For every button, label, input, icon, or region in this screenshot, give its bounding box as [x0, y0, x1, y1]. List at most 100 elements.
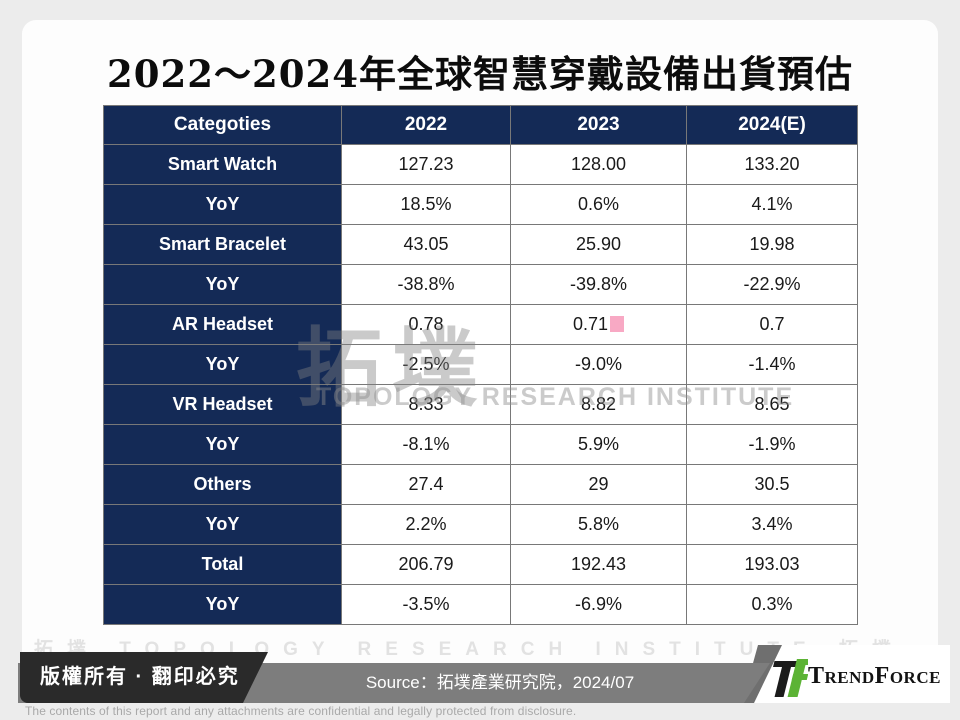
- value-cell: -9.0%: [510, 344, 687, 385]
- table-row: AR Headset 0.78 0.71 0.7: [103, 304, 858, 345]
- cell-value: 27.4: [408, 474, 444, 494]
- cell-value: 8.65: [754, 394, 790, 414]
- cell-value: 193.03: [744, 554, 800, 574]
- row-label-cell: YoY: [103, 504, 342, 545]
- cell-value: -22.9%: [743, 274, 801, 294]
- value-cell: 8.33: [341, 384, 511, 425]
- value-cell: 0.78: [341, 304, 511, 345]
- table-row: YoY -2.5% -9.0% -1.4%: [103, 344, 858, 385]
- value-cell: 8.82: [510, 384, 687, 425]
- cell-value: 0.71: [572, 314, 609, 334]
- value-cell: 3.4%: [686, 504, 858, 545]
- cell-value: 0.6%: [577, 194, 620, 214]
- row-label-cell: Smart Watch: [103, 144, 342, 185]
- cell-value: 8.33: [408, 394, 444, 414]
- cell-value: -39.8%: [569, 274, 628, 294]
- table-row: Total 206.79 192.43 193.03: [103, 544, 858, 585]
- value-cell: 0.6%: [510, 184, 687, 225]
- value-cell: 4.1%: [686, 184, 858, 225]
- value-cell: 0.7: [686, 304, 858, 345]
- table-row: YoY 2.2% 5.8% 3.4%: [103, 504, 858, 545]
- row-label-cell: YoY: [103, 344, 342, 385]
- trendforce-logo-icon: [773, 659, 808, 697]
- cell-value: 8.82: [580, 394, 617, 414]
- cell-value: 0.3%: [751, 594, 793, 614]
- brand-name: TrendForce: [808, 663, 941, 689]
- value-cell: 0.3%: [686, 584, 858, 625]
- cell-value: -2.5%: [402, 354, 450, 374]
- value-cell: 19.98: [686, 224, 858, 265]
- value-cell: -1.4%: [686, 344, 858, 385]
- table-row: YoY -38.8% -39.8% -22.9%: [103, 264, 858, 305]
- cell-value: -6.9%: [574, 594, 623, 614]
- copyright-text: 版權所有 · 翻印必究: [40, 666, 240, 688]
- cell-value: -38.8%: [397, 274, 455, 294]
- source-text: Source：拓墣產業研究院，2024/07: [365, 673, 635, 692]
- row-label-cell: YoY: [103, 424, 342, 465]
- row-label-cell: YoY: [103, 584, 342, 625]
- page-title: 2022～2024年全球智慧穿戴設備出貨預估: [107, 52, 853, 96]
- value-cell: 192.43: [510, 544, 687, 585]
- cell-value: 43.05: [403, 234, 449, 254]
- cell-value: 0.7: [759, 314, 785, 334]
- cell-value: 5.8%: [577, 514, 620, 534]
- cell-value: -9.0%: [574, 354, 623, 374]
- row-label-cell: YoY: [103, 184, 342, 225]
- cell-value: 25.90: [575, 234, 622, 254]
- table-row: YoY 18.5% 0.6% 4.1%: [103, 184, 858, 225]
- value-cell: 25.90: [510, 224, 687, 265]
- value-cell: 43.05: [341, 224, 511, 265]
- header-row: Categoties 2022 2023 2024(E): [103, 105, 858, 145]
- cell-value: 30.5: [754, 474, 790, 494]
- value-cell: 128.00: [510, 144, 687, 185]
- value-cell: 133.20: [686, 144, 858, 185]
- cell-value: 127.23: [398, 154, 454, 174]
- table-row: Smart Bracelet 43.05 25.90 19.98: [103, 224, 858, 265]
- value-cell: -2.5%: [341, 344, 511, 385]
- cell-value: 4.1%: [751, 194, 793, 214]
- cell-value: 133.20: [744, 154, 800, 174]
- cell-value: 5.9%: [577, 434, 620, 454]
- cell-value: 0.78: [408, 314, 444, 334]
- value-cell: 193.03: [686, 544, 858, 585]
- cell-value: 206.79: [398, 554, 454, 574]
- cell-value: 18.5%: [400, 194, 452, 214]
- value-cell: 0.71: [510, 304, 687, 345]
- value-cell: -39.8%: [510, 264, 687, 305]
- table-row: Smart Watch 127.23 128.00 133.20: [103, 144, 858, 185]
- header-year: 2023: [510, 105, 687, 145]
- row-label-cell: YoY: [103, 264, 342, 305]
- copyright-block: 版權所有 · 翻印必究: [20, 652, 268, 703]
- row-label-cell: VR Headset: [103, 384, 342, 425]
- row-label-cell: AR Headset: [103, 304, 342, 345]
- table-row: VR Headset 8.33 8.82 8.65: [103, 384, 858, 425]
- value-cell: -38.8%: [341, 264, 511, 305]
- value-cell: 5.8%: [510, 504, 687, 545]
- value-cell: -6.9%: [510, 584, 687, 625]
- value-cell: -22.9%: [686, 264, 858, 305]
- cell-value: 19.98: [749, 234, 795, 254]
- row-label-cell: Others: [103, 464, 342, 505]
- value-cell: 18.5%: [341, 184, 511, 225]
- value-cell: -3.5%: [341, 584, 511, 625]
- cell-value: 3.4%: [751, 514, 793, 534]
- table-body: Smart Watch 127.23 128.00 133.20 YoY 18.5% 0.6…: [103, 144, 858, 625]
- value-cell: 30.5: [686, 464, 858, 505]
- table-row: YoY -8.1% 5.9% -1.9%: [103, 424, 858, 465]
- disclaimer-text: The contents of this report and any atta…: [25, 704, 577, 718]
- value-cell: 27.4: [341, 464, 511, 505]
- header-year: 2024(E): [686, 105, 858, 145]
- cell-value: -1.9%: [748, 434, 796, 454]
- value-cell: -8.1%: [341, 424, 511, 465]
- value-cell: 5.9%: [510, 424, 687, 465]
- value-cell: 127.23: [341, 144, 511, 185]
- row-label-cell: Total: [103, 544, 342, 585]
- header-year: 2022: [341, 105, 511, 145]
- value-cell: 2.2%: [341, 504, 511, 545]
- value-cell: -1.9%: [686, 424, 858, 465]
- cell-value: -3.5%: [402, 594, 450, 614]
- pink-highlight-mark: [610, 316, 625, 332]
- row-label-cell: Smart Bracelet: [103, 224, 342, 265]
- value-cell: 206.79: [341, 544, 511, 585]
